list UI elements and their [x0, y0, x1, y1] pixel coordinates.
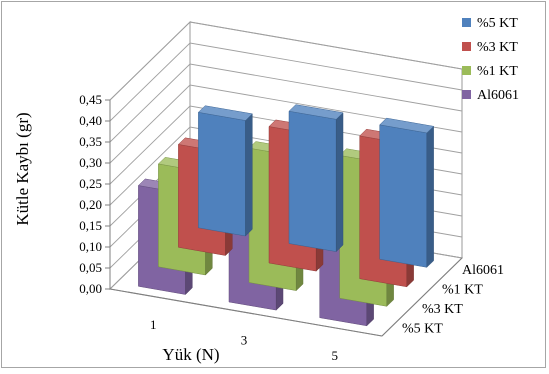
y-axis-title: Kütle Kaybı (gr)	[13, 112, 32, 225]
bar-side-face	[245, 113, 253, 237]
depth-tick-label: %1 KT	[442, 282, 483, 297]
bar-front-face	[379, 124, 428, 268]
bar-top-face	[288, 104, 344, 120]
legend-swatch	[462, 90, 471, 99]
gridline	[109, 42, 463, 122]
legend-swatch	[462, 42, 471, 51]
y-tick-label: 0,15	[79, 218, 102, 233]
x-tick-label: 1	[150, 317, 157, 332]
bar-top-face	[197, 105, 253, 121]
bar-side-face	[426, 125, 434, 268]
legend-swatch	[462, 18, 471, 27]
chart-frame: 0,00 0,05 0,10 0,15 0,20 0,25 0,30 0,35 0,40 0,45…	[1, 1, 546, 368]
y-tick-label: 0,25	[79, 176, 102, 191]
depth-tick-labels: Al6061 %1 KT %3 KT %5 KT	[402, 263, 504, 337]
depth-tick-label: %3 KT	[422, 302, 463, 317]
bar-top-face	[379, 117, 435, 134]
y-tick-label: 0,00	[79, 281, 102, 296]
legend-label: Al6061	[477, 88, 519, 103]
x-tick-label: 3	[241, 333, 248, 348]
x-axis-title: Yük (N)	[162, 345, 219, 364]
bars	[137, 104, 435, 327]
depth-tick-label: Al6061	[462, 263, 504, 278]
depth-axis-line	[381, 257, 463, 337]
y-tick-label: 0,45	[79, 92, 102, 107]
x-axis-line	[109, 288, 383, 337]
legend-label: %1 KT	[477, 64, 518, 79]
y-tick-label: 0,40	[79, 113, 102, 128]
legend-label: %5 KT	[477, 16, 518, 31]
gridline	[109, 63, 463, 143]
legend-label: %3 KT	[477, 40, 518, 55]
depth-tick-label: %5 KT	[402, 321, 443, 336]
legend: %5 KT %3 KT %1 KT Al6061	[462, 16, 519, 103]
bar-5kt-5	[379, 117, 435, 268]
y-tick-label: 0,10	[79, 239, 102, 254]
y-tick-label: 0,30	[79, 155, 102, 170]
y-tick-labels: 0,00 0,05 0,10 0,15 0,20 0,25 0,30 0,35 0,40 0,45	[79, 92, 102, 296]
chart-svg: 0,00 0,05 0,10 0,15 0,20 0,25 0,30 0,35 0,40 0,45…	[13, 16, 519, 364]
y-tick-label: 0,05	[79, 260, 102, 275]
bar-front-face	[288, 110, 337, 252]
y-tick-label: 0,20	[79, 197, 102, 212]
bar-front-face	[198, 112, 246, 237]
y-tick-label: 0,35	[79, 134, 102, 149]
x-tick-labels: 1 3 5	[150, 317, 338, 363]
gridline	[109, 21, 463, 101]
legend-swatch	[462, 66, 471, 75]
bar-5kt-3	[288, 104, 344, 253]
bar-5kt-1	[197, 105, 253, 237]
bar-side-face	[335, 112, 344, 253]
gridline	[109, 84, 463, 164]
x-tick-label: 5	[331, 348, 338, 363]
